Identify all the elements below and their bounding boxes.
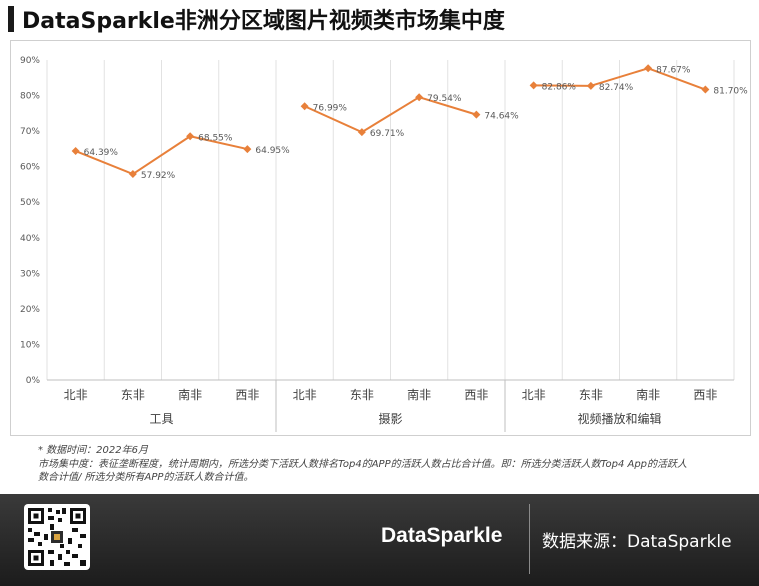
- note-definition: 市场集中度：表征垄断程度，统计周期内，所选分类下活跃人数排名Top4的APP的活…: [38, 459, 688, 470]
- y-tick-label: 0%: [26, 376, 41, 386]
- x-category-label: 南非: [407, 387, 431, 402]
- data-label: 79.54%: [427, 94, 462, 104]
- footer-divider: [529, 504, 530, 574]
- data-label: 64.95%: [255, 146, 290, 156]
- x-category-label: 南非: [178, 387, 202, 402]
- y-tick-label: 60%: [20, 163, 40, 173]
- note-definition-cont: 数合计值/ 所选分类所有APP的活跃人数合计值。: [38, 472, 254, 483]
- data-point-marker: [357, 128, 366, 137]
- y-tick-label: 20%: [20, 305, 40, 315]
- line-chart: 0% 10% 20% 30% 40% 50% 60% 70% 80% 90% 北非 东非 南非 西非 北非 东…: [20, 56, 748, 432]
- data-point-marker: [71, 147, 80, 156]
- data-label: 68.55%: [198, 133, 233, 143]
- x-group-label: 摄影: [378, 411, 402, 426]
- y-tick-label: 40%: [20, 234, 40, 244]
- data-point-marker: [243, 145, 252, 154]
- x-category-label: 东非: [579, 388, 603, 402]
- y-tick-label: 50%: [20, 198, 40, 208]
- data-label: 81.70%: [713, 87, 748, 97]
- y-tick-label: 70%: [20, 127, 40, 137]
- series-line: [304, 96, 477, 134]
- x-category-label: 北非: [522, 388, 546, 402]
- x-category-label: 东非: [121, 388, 145, 402]
- data-point-marker: [186, 132, 195, 141]
- data-point-marker: [529, 81, 538, 90]
- brand-logo: DataSparkle: [381, 524, 503, 547]
- data-point-marker: [472, 110, 481, 119]
- data-label: 64.39%: [84, 148, 119, 158]
- y-tick-label: 10%: [20, 340, 40, 350]
- data-point-marker: [128, 170, 137, 179]
- y-tick-label: 80%: [20, 92, 40, 102]
- x-category-label: 东非: [350, 388, 374, 402]
- data-label: 82.86%: [542, 82, 577, 92]
- x-group-label: 视频播放和编辑: [577, 411, 661, 426]
- data-point-marker: [300, 102, 309, 111]
- chart-frame: [10, 40, 751, 436]
- x-category-label: 北非: [293, 388, 317, 402]
- data-point-marker: [415, 93, 424, 102]
- page-title: DataSparkle非洲分区域图片视频类市场集中度: [22, 9, 505, 34]
- data-label: 69.71%: [370, 129, 405, 139]
- x-group-label: 工具: [149, 412, 173, 426]
- x-category-label: 北非: [64, 388, 88, 402]
- data-label: 87.67%: [656, 65, 691, 75]
- data-label: 76.99%: [313, 103, 348, 113]
- x-category-label: 西非: [693, 388, 717, 402]
- series-line: [533, 67, 706, 91]
- data-point-marker: [644, 64, 653, 73]
- data-label: 82.74%: [599, 83, 634, 93]
- data-label: 74.64%: [484, 112, 519, 122]
- footer-band: DataSparkle 数据来源：DataSparkle: [0, 494, 759, 586]
- note-date: * 数据时间：2022年6月: [38, 445, 148, 456]
- x-category-label: 西非: [464, 388, 488, 402]
- x-category-label: 南非: [636, 387, 660, 402]
- y-tick-label: 30%: [20, 269, 40, 279]
- data-source-label: 数据来源：DataSparkle: [542, 532, 732, 552]
- series-line: [75, 135, 248, 176]
- data-label: 57.92%: [141, 171, 176, 181]
- qr-code-icon: [24, 504, 90, 570]
- title-accent-bar: [8, 6, 14, 32]
- x-category-label: 西非: [235, 388, 259, 402]
- y-tick-label: 90%: [20, 56, 40, 66]
- data-point-marker: [701, 85, 710, 94]
- data-point-marker: [586, 81, 595, 90]
